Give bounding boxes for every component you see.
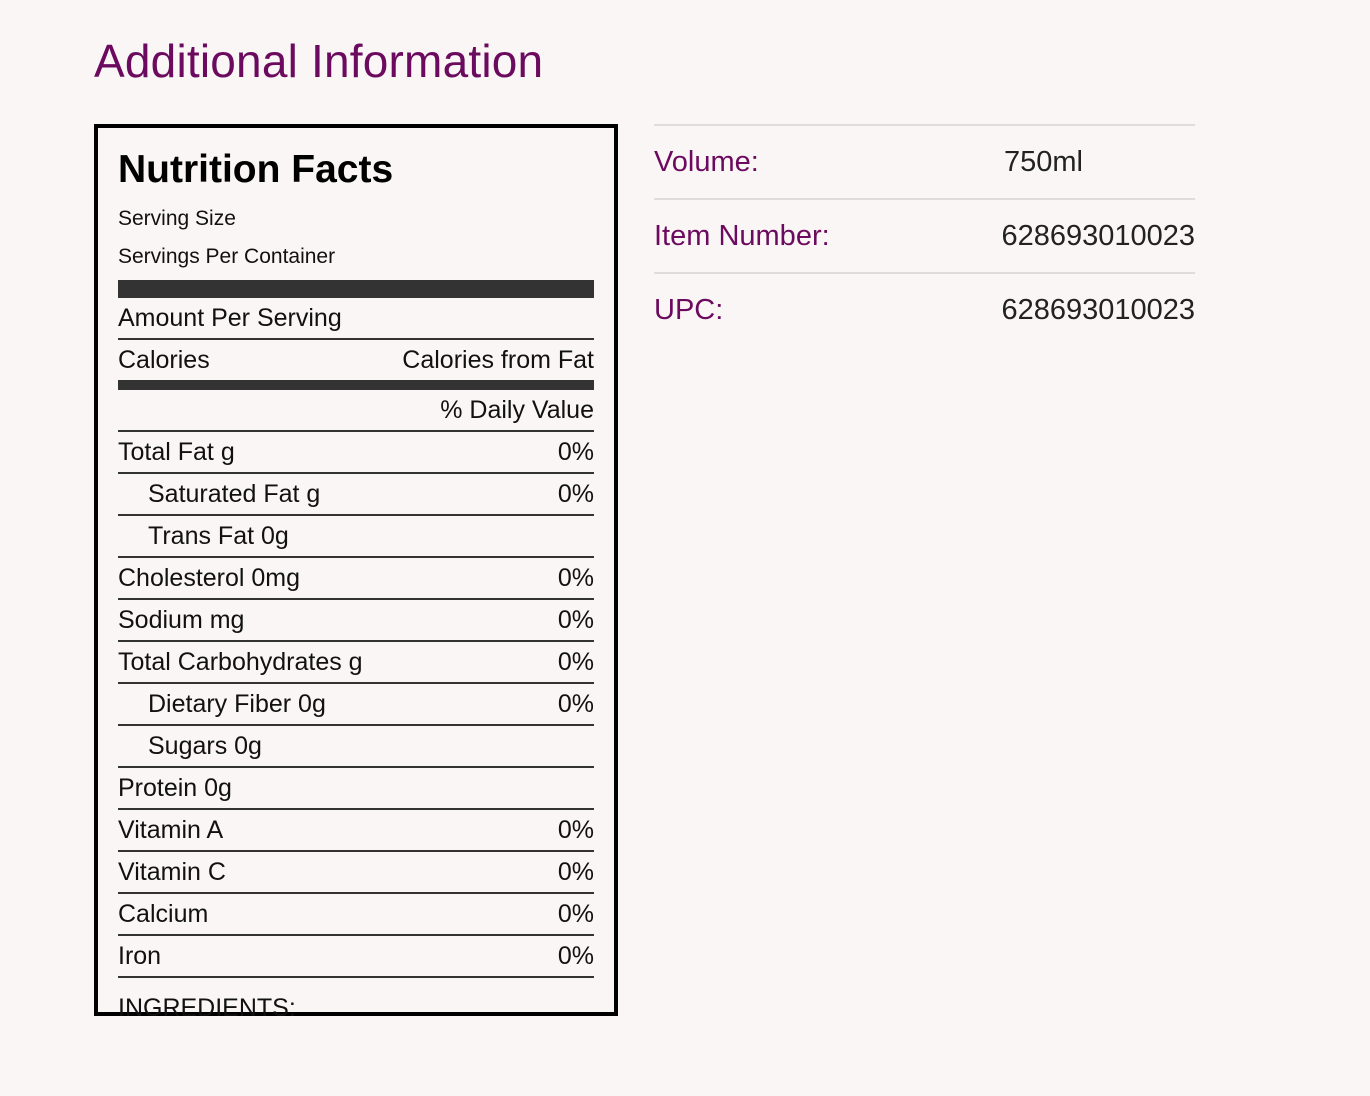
nutrient-label: Vitamin A [118,815,224,844]
nutrient-value: 0% [557,857,594,886]
nutrient-value: 0% [557,563,594,592]
nutrient-label: Trans Fat 0g [148,521,289,550]
daily-value-label: % Daily Value [440,395,594,424]
nutrient-label: Protein 0g [118,773,232,802]
serving-size-label: Serving Size [118,207,236,230]
info-value: 628693010023 [1001,219,1195,252]
info-row-item-number: Item Number: 628693010023 [654,198,1195,272]
nutrition-facts-panel: Nutrition Facts Serving Size Servings Pe… [94,124,618,1022]
nutrient-row: Protein 0g [118,768,594,810]
nutrient-label: Saturated Fat g [148,479,321,508]
nutrient-row: Total Fat g 0% [118,432,594,474]
nutrient-label: Calcium [118,899,209,928]
nutrient-label: Dietary Fiber 0g [148,689,326,718]
nutrient-value: 0% [557,815,594,844]
calories-label: Calories [118,345,210,374]
nutrient-value: 0% [557,899,594,928]
nutrient-row: Trans Fat 0g [118,516,594,558]
nutrient-label: Iron [118,941,162,970]
nutrient-value: 0% [557,689,594,718]
servings-per-container-label: Servings Per Container [118,245,336,268]
nutrient-label: Sodium mg [118,605,245,634]
nutrient-value: 0% [557,437,594,466]
info-value: 750ml [1004,145,1083,178]
nutrient-label: Total Fat g [118,437,235,466]
info-label: UPC: [654,293,724,326]
nutrient-row: Dietary Fiber 0g 0% [118,684,594,726]
nutrient-row: Calcium 0% [118,894,594,936]
section-title: Additional Information [94,35,544,87]
nutrient-value: 0% [557,479,594,508]
product-info-table: Volume: 750ml Item Number: 628693010023 … [654,124,1195,346]
thick-divider [118,280,594,298]
nutrient-value: 0% [557,941,594,970]
info-row-volume: Volume: 750ml [654,124,1195,198]
info-label: Item Number: [654,219,830,252]
calories-from-fat-label: Calories from Fat [402,345,594,374]
info-label: Volume: [654,145,759,178]
info-row-upc: UPC: 628693010023 [654,272,1195,346]
nutrient-row: Iron 0% [118,936,594,978]
nutrient-value: 0% [557,605,594,634]
nutrient-row: Vitamin A 0% [118,810,594,852]
nutrient-label: Total Carbohydrates g [118,647,363,676]
nutrient-row: Sodium mg 0% [118,600,594,642]
nutrient-row: Total Carbohydrates g 0% [118,642,594,684]
nutrient-label: Vitamin C [118,857,226,886]
nutrient-row: Vitamin C 0% [118,852,594,894]
thick-divider [118,380,594,390]
nutrient-value: 0% [557,647,594,676]
nutrient-label: Sugars 0g [148,731,262,760]
amount-per-serving-row: Amount Per Serving [118,298,594,340]
nutrient-row: Sugars 0g [118,726,594,768]
nutrient-row: Cholesterol 0mg 0% [118,558,594,600]
nutrient-row: Saturated Fat g 0% [118,474,594,516]
nutrient-label: Cholesterol 0mg [118,563,301,592]
info-value: 628693010023 [1001,293,1195,326]
amount-per-serving-label: Amount Per Serving [118,303,342,332]
calories-row: Calories Calories from Fat [118,340,594,380]
ingredients-label: INGREDIENTS: [118,994,296,1022]
nutrition-facts-title: Nutrition Facts [118,148,394,191]
daily-value-row: % Daily Value [118,390,594,432]
